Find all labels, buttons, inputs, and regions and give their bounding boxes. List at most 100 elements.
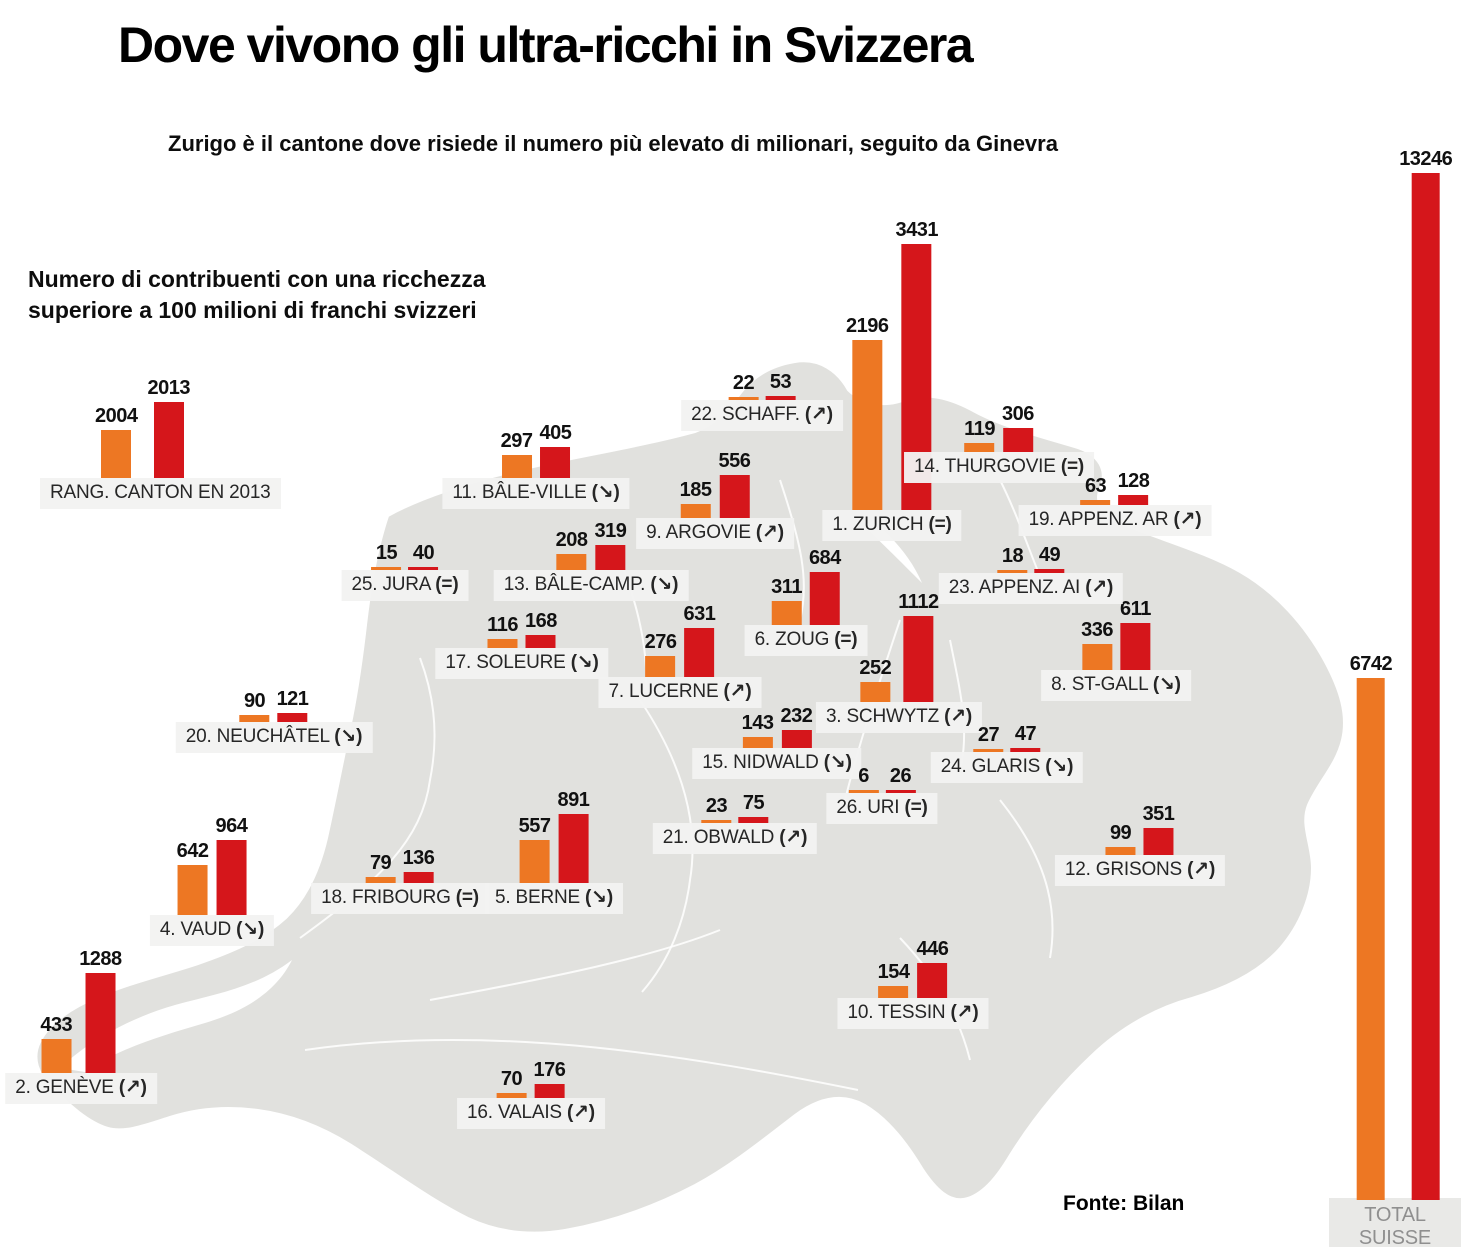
canton-col-2013: 306 — [1002, 404, 1034, 452]
trend-down-icon: (↘) — [1152, 674, 1181, 695]
legend-year-2004: 2004 — [95, 405, 138, 427]
canton-col-2004: 208 — [556, 530, 588, 570]
canton-value-2004: 185 — [679, 478, 712, 501]
canton-bars: 433 1288 — [40, 948, 122, 1073]
canton-label: 1. ZURICH (=) — [822, 510, 962, 541]
trend-equal-icon: (=) — [1060, 456, 1084, 477]
canton-group-appenz-ar: 63 128 19. APPENZ. AR (↗) — [1018, 471, 1212, 536]
canton-col-2013: 351 — [1143, 804, 1175, 855]
canton-label: 13. BÂLE-CAMP. (↘) — [493, 570, 689, 601]
canton-col-2013: 611 — [1120, 599, 1151, 670]
canton-value-2013: 75 — [742, 792, 765, 815]
canton-label: 15. NIDWALD (↘) — [692, 748, 862, 779]
total-value-2004: 6742 — [1349, 652, 1393, 675]
canton-bar-2013 — [216, 840, 247, 915]
canton-value-2004: 23 — [705, 795, 728, 817]
total-bar-2013 — [1411, 173, 1440, 1200]
trend-down-icon: (↘) — [236, 919, 265, 940]
trend-down-icon: (↘) — [585, 887, 614, 908]
canton-value-2004: 311 — [771, 575, 802, 598]
canton-group-glaris: 27 47 24. GLARIS (↘) — [930, 724, 1084, 783]
canton-value-2013: 319 — [594, 520, 627, 543]
canton-bar-2004 — [728, 397, 759, 400]
trend-up-icon: (↗) — [804, 404, 833, 425]
canton-bars: 79 136 — [365, 848, 435, 883]
canton-bar-2013 — [738, 817, 769, 823]
canton-col-2013: 964 — [215, 816, 248, 915]
page-title: Dove vivono gli ultra-ricchi in Svizzera — [118, 17, 974, 73]
canton-col-2004: 90 — [239, 691, 270, 722]
canton-bars: 252 1112 — [859, 590, 939, 702]
canton-bar-2004 — [41, 1039, 72, 1073]
canton-bar-2013 — [534, 1084, 565, 1098]
trend-equal-icon: (=) — [435, 574, 459, 595]
canton-col-2013: 891 — [558, 790, 590, 883]
canton-value-2004: 70 — [500, 1067, 523, 1090]
canton-value-2004: 276 — [644, 630, 677, 653]
canton-group-tessin: 154 446 10. TESSIN (↗) — [837, 939, 989, 1029]
canton-col-2004: 276 — [645, 632, 677, 677]
canton-label: 22. SCHAFF. (↗) — [681, 400, 843, 431]
canton-group-nidwald: 143 232 15. NIDWALD (↘) — [692, 706, 862, 779]
canton-group-jura: 15 40 25. JURA (=) — [341, 543, 469, 601]
canton-value-2004: 15 — [375, 542, 398, 564]
canton-col-2013: 684 — [809, 548, 841, 625]
canton-value-2004: 252 — [859, 657, 892, 680]
trend-up-icon: (↗) — [1173, 509, 1202, 530]
canton-col-2013: 40 — [408, 543, 439, 570]
canton-bar-2013 — [885, 790, 916, 793]
canton-bars: 143 232 — [742, 706, 813, 748]
canton-col-2004: 15 — [371, 542, 402, 570]
trend-equal-icon: (=) — [455, 887, 479, 908]
canton-bar-2004 — [973, 749, 1004, 752]
canton-group-schaff-: 22 53 22. SCHAFF. (↗) — [681, 372, 843, 431]
canton-group-uri: 6 26 26. URI (=) — [826, 766, 938, 824]
canton-value-2004: 22 — [732, 372, 755, 394]
canton-bar-2004 — [771, 600, 802, 625]
canton-bar-2004 — [1082, 643, 1113, 670]
source: Fonte: Bilan — [1063, 1192, 1185, 1215]
canton-group-zurich: 2196 3431 1. ZURICH (=) — [822, 220, 962, 541]
canton-bars: 22 53 — [728, 372, 796, 400]
canton-value-2013: 3431 — [895, 219, 939, 242]
canton-col-2013: 556 — [719, 451, 751, 518]
canton-label: 26. URI (=) — [826, 793, 938, 824]
canton-col-2013: 47 — [1010, 723, 1041, 752]
canton-bar-2004 — [519, 839, 550, 883]
canton-bar-2013 — [408, 566, 439, 570]
canton-label: 24. GLARIS (↘) — [930, 752, 1084, 783]
canton-value-2013: 121 — [276, 687, 309, 710]
canton-bars: 6 26 — [848, 766, 916, 793]
canton-value-2004: 433 — [40, 1014, 73, 1037]
canton-bar-2004 — [239, 715, 270, 722]
canton-value-2013: 1112 — [898, 590, 939, 613]
canton-value-2013: 405 — [539, 421, 572, 444]
canton-bar-2013 — [1010, 748, 1041, 752]
canton-col-2013: 631 — [684, 604, 716, 677]
canton-group-valais: 70 176 16. VALAIS (↗) — [457, 1060, 605, 1129]
canton-bars: 119 306 — [964, 404, 1034, 452]
canton-col-2013: 176 — [534, 1060, 566, 1098]
canton-value-2013: 1288 — [79, 948, 122, 971]
canton-bar-2013 — [1143, 827, 1174, 855]
canton-bar-2013 — [525, 634, 556, 648]
legend: 2004 2013 RANG. CANTON EN 2013 — [40, 378, 281, 509]
canton-value-2004: 18 — [1001, 545, 1024, 567]
canton-col-2004: 433 — [40, 1014, 73, 1073]
canton-bar-2013 — [781, 730, 812, 748]
canton-label: 6. ZOUG (=) — [744, 625, 868, 656]
canton-bar-2004 — [964, 442, 995, 452]
canton-value-2013: 446 — [916, 938, 949, 961]
canton-col-2004: 154 — [878, 962, 910, 998]
canton-group-soleure: 116 168 17. SOLEURE (↘) — [435, 611, 609, 679]
canton-value-2013: 47 — [1014, 723, 1037, 746]
trend-up-icon: (↗) — [1187, 859, 1216, 880]
canton-bars: 23 75 — [701, 792, 769, 823]
canton-bars: 311 684 — [771, 548, 841, 625]
canton-label: 18. FRIBOURG (=) — [311, 883, 489, 914]
trend-down-icon: (↘) — [334, 726, 363, 747]
total-bars: 6742 13246 — [1350, 149, 1453, 1200]
canton-col-2013: 26 — [885, 766, 916, 793]
